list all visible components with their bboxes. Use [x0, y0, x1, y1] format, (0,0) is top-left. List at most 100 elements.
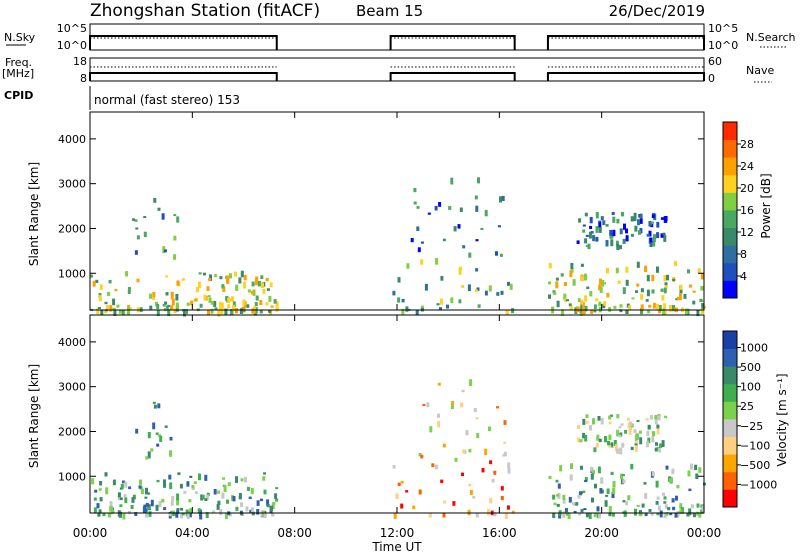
echo-cell: [152, 422, 156, 430]
echo-cell: [416, 226, 420, 231]
echo-cell: [646, 274, 650, 282]
echo-cell: [255, 295, 259, 301]
echo-cell: [643, 482, 647, 485]
echo-cell: [625, 309, 629, 314]
echo-cell: [107, 291, 111, 297]
xtick-label: 08:00: [277, 526, 312, 540]
echo-cell: [636, 283, 640, 287]
echo-cell: [437, 382, 441, 386]
echo-cell: [671, 307, 675, 312]
echo-cell: [610, 239, 614, 247]
colorbar-swatch: [723, 174, 737, 193]
echo-cell: [686, 512, 690, 517]
echo-cell: [647, 437, 651, 444]
echo-cell: [243, 274, 247, 281]
echo-cell: [169, 482, 173, 490]
echo-cell: [552, 512, 556, 518]
echo-cell: [683, 293, 687, 299]
colorbar-swatch: [723, 419, 737, 437]
echo-cell: [127, 289, 131, 294]
echo-cell: [131, 497, 135, 503]
echo-cell: [157, 434, 161, 437]
echo-cell: [235, 506, 239, 511]
echo-cell: [636, 420, 640, 423]
echo-cell: [453, 226, 457, 232]
echo-cell: [228, 512, 232, 517]
echo-cell: [663, 287, 667, 294]
echo-cell: [578, 491, 582, 496]
echo-cell: [173, 254, 177, 260]
colorbar-swatch: [723, 383, 737, 402]
colorbar-swatch: [723, 280, 737, 299]
ytick-label: 3000: [58, 381, 86, 394]
echo-cell: [152, 401, 156, 405]
echo-cell: [460, 402, 464, 408]
echo-cell: [620, 473, 623, 480]
echo-cell: [659, 443, 663, 448]
date-label: 26/Dec/2019: [609, 2, 705, 20]
echo-cell: [167, 309, 171, 316]
echo-cell: [590, 231, 594, 234]
echo-cell: [616, 218, 620, 224]
velocity-frame: [89, 314, 705, 514]
echo-cell: [627, 417, 630, 421]
echo-cell: [589, 217, 593, 224]
xtick-label: 16:00: [482, 526, 517, 540]
echo-cell: [648, 509, 652, 512]
echo-cell: [468, 448, 472, 453]
echo-cell: [640, 288, 644, 293]
echo-cell: [104, 301, 108, 305]
echo-cell: [243, 281, 247, 289]
velocity-colorbar: 1000 500 100 25 −25 −100 −500 −1000: [722, 330, 777, 508]
echo-cell: [556, 300, 560, 308]
echo-cell: [164, 425, 168, 428]
echo-cell: [98, 509, 102, 514]
echo-cell: [488, 285, 492, 292]
echo-cell: [256, 500, 260, 506]
echo-cell: [210, 308, 214, 314]
echo-cell: [469, 379, 473, 386]
echo-cell: [589, 466, 593, 472]
colorbar-swatch: [723, 401, 737, 420]
echo-cell: [111, 510, 115, 514]
echo-cell: [262, 476, 266, 481]
echo-cell: [477, 177, 480, 184]
echo-cell: [226, 277, 230, 284]
echo-cell: [212, 510, 216, 514]
echo-cell: [635, 440, 638, 444]
echo-cell: [238, 277, 242, 284]
echo-cell: [555, 281, 559, 289]
echo-cell: [136, 278, 140, 283]
echo-cell: [145, 502, 149, 507]
echo-cell: [624, 430, 628, 434]
echo-cell: [270, 305, 274, 308]
echo-cell: [608, 506, 612, 513]
echo-cell: [582, 418, 586, 425]
echo-cell: [204, 498, 208, 501]
echo-cell: [592, 235, 596, 242]
echo-cell: [656, 303, 660, 310]
echo-cell: [680, 507, 684, 514]
echo-cell: [162, 303, 166, 307]
echo-cell: [225, 275, 229, 279]
colorbar-tick-label: −1000: [740, 478, 777, 491]
colorbar-tick-label: 16: [740, 204, 754, 217]
echo-cell: [669, 477, 672, 483]
echo-cell: [649, 414, 653, 420]
echo-cell: [651, 289, 655, 294]
echo-cell: [633, 218, 637, 222]
echo-cell: [630, 463, 634, 470]
echo-cell: [98, 295, 102, 302]
echo-cell: [214, 274, 218, 277]
echo-cell: [156, 479, 160, 483]
echo-cell: [158, 500, 162, 508]
ytick-label: 3000: [58, 178, 86, 191]
echo-cell: [601, 280, 605, 287]
echo-cell: [595, 236, 599, 242]
echo-cell: [165, 275, 169, 278]
echo-cell: [553, 502, 557, 506]
echo-cell: [552, 494, 556, 500]
time-axis: 00:00 04:00 08:00 12:00 16:00 20:00 00:00: [73, 112, 721, 540]
echo-cell: [701, 303, 705, 308]
echo-cell: [580, 508, 584, 513]
